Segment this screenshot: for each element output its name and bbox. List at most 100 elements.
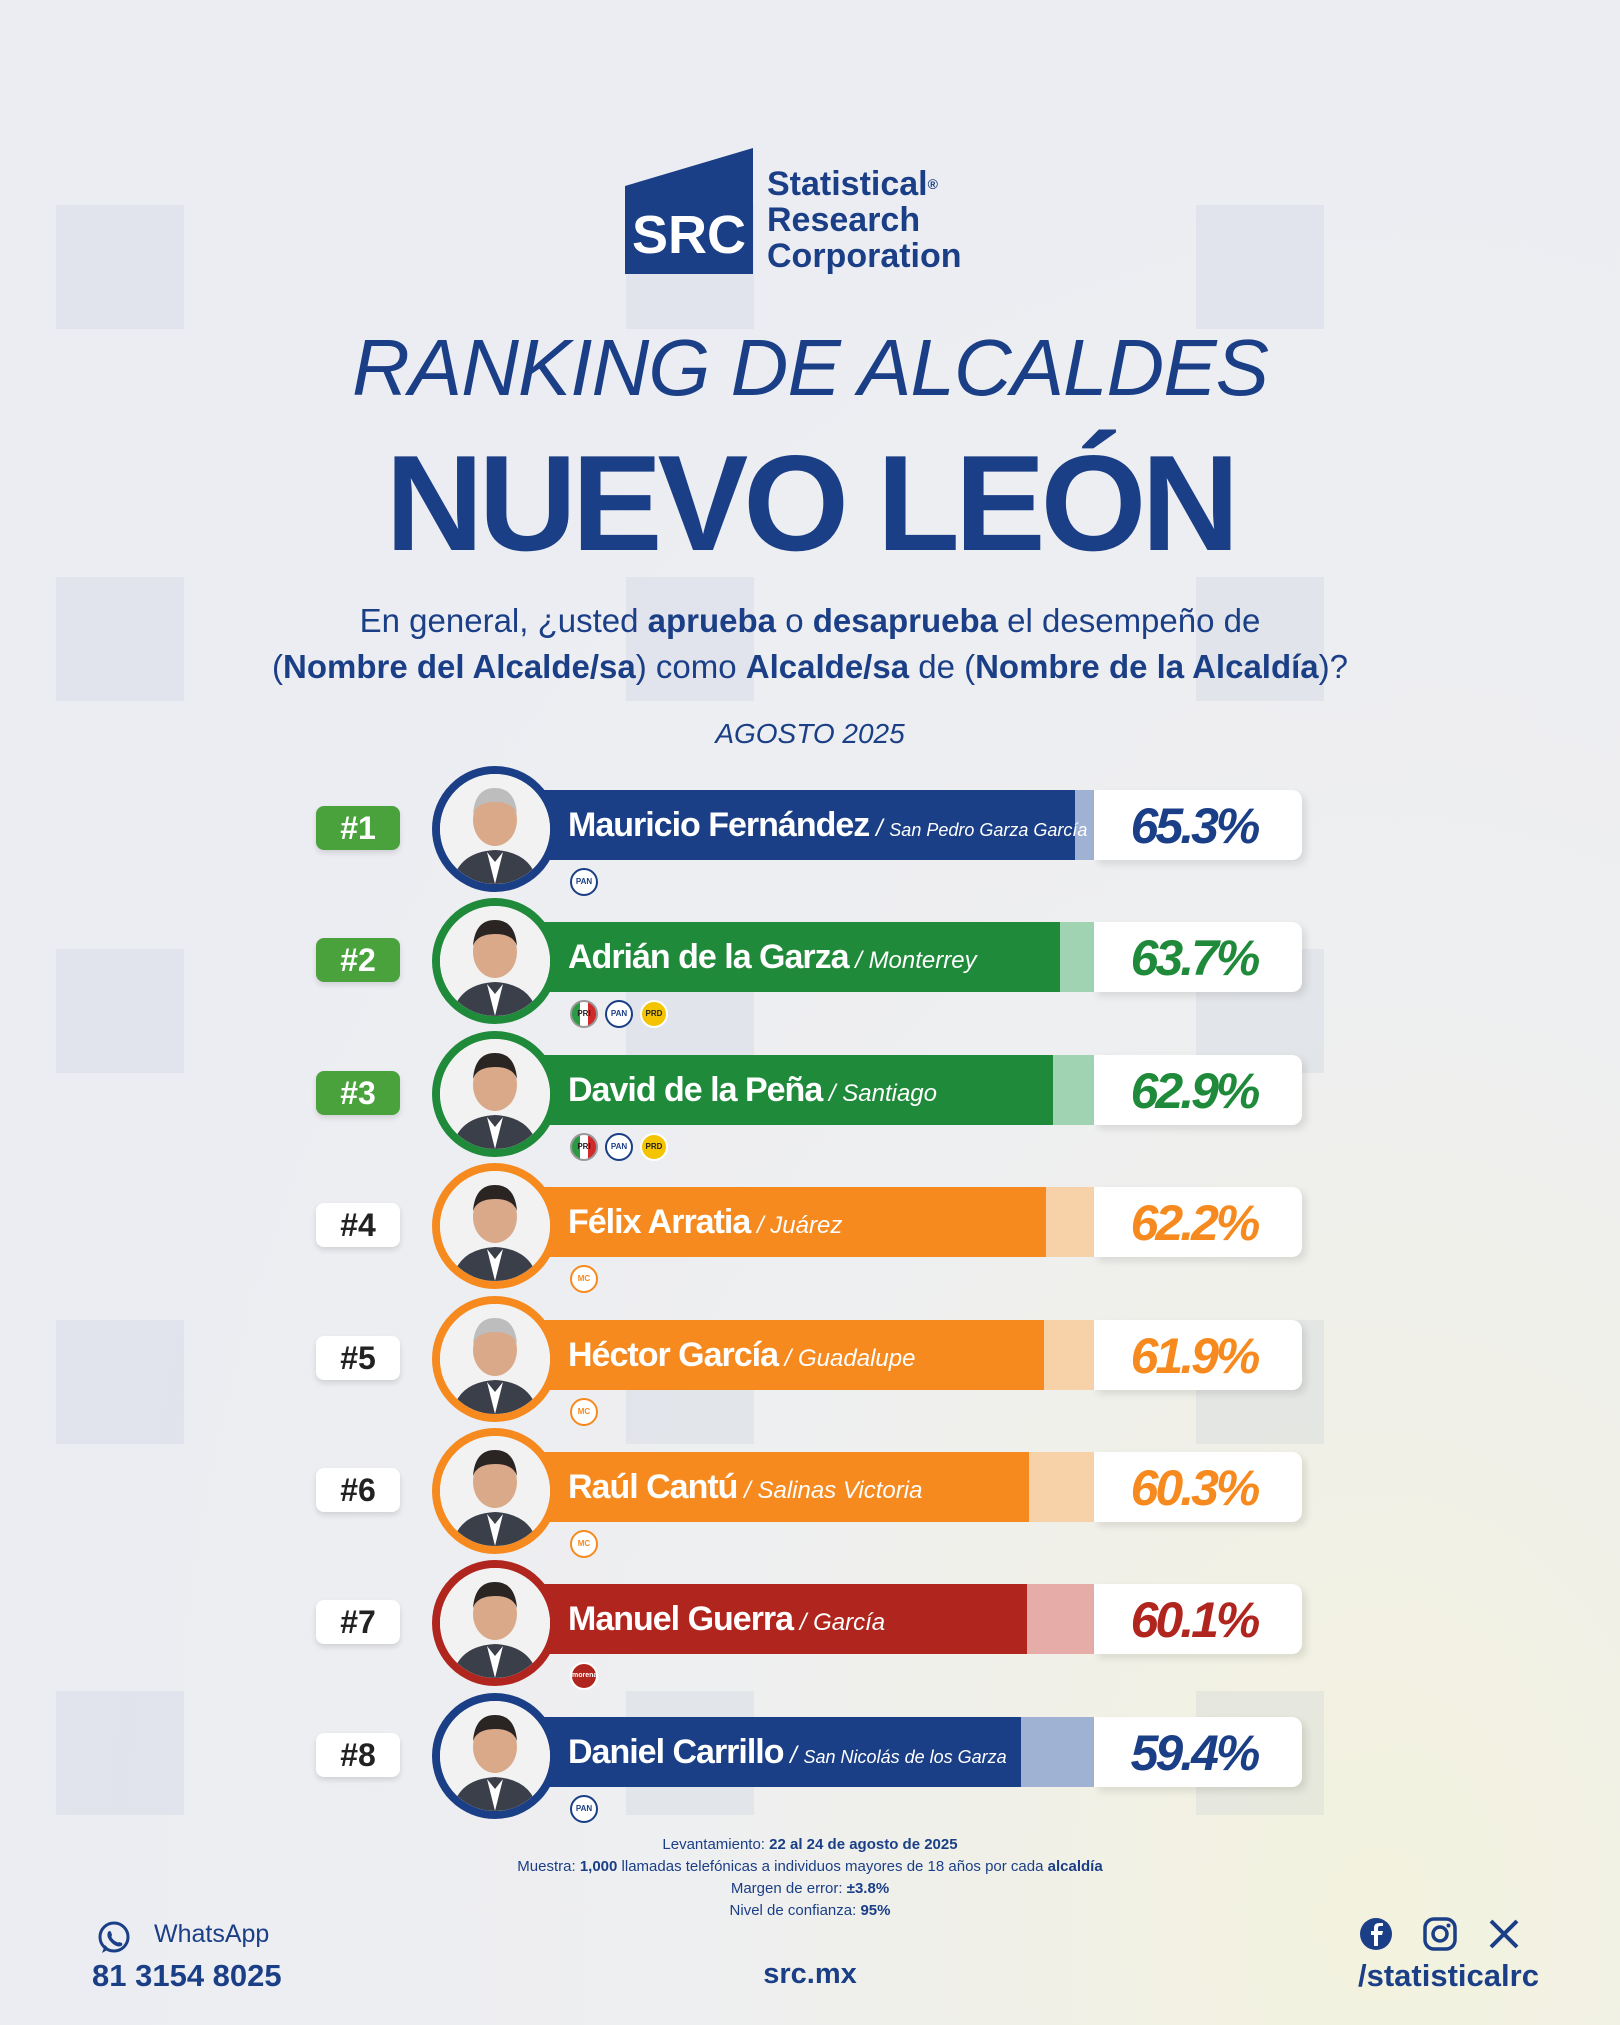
- mayor-photo: [432, 1295, 558, 1422]
- approval-bar: [520, 790, 1076, 860]
- rank-badge: #2: [316, 938, 400, 983]
- rank-badge: #1: [316, 806, 400, 850]
- social-icons: [1358, 1916, 1522, 1952]
- watermark-logo: [626, 577, 768, 701]
- social-handle[interactable]: /statisticalrc: [1358, 1958, 1539, 1993]
- party-logo-icon: PRI: [570, 1132, 598, 1161]
- survey-date: AGOSTO 2025: [715, 718, 905, 749]
- ranking-row: #2 63.7% Adrián de la Garza / Monterrey PRI…: [0, 898, 1620, 1030]
- mayor-name: Adrián de la Garza: [568, 938, 850, 977]
- party-logos: PAN: [570, 868, 598, 896]
- facebook-icon[interactable]: [1358, 1916, 1394, 1952]
- ranking-row: #3 62.9% David de la Peña / Santiago PRI PAN…: [0, 1030, 1620, 1163]
- x-icon[interactable]: [1486, 1916, 1522, 1952]
- rank-badge: #5: [316, 1335, 400, 1380]
- municipality: San Nicolás de los Garza: [803, 1746, 1007, 1767]
- value-label: 63.7%: [1130, 930, 1261, 987]
- approval-bar: [520, 1319, 1044, 1390]
- approval-bar: [520, 1716, 1021, 1787]
- value-label: 61.9%: [1130, 1327, 1261, 1384]
- title-state: NUEVO LEÓN: [385, 427, 1239, 579]
- value-box: [1094, 1187, 1302, 1258]
- whatsapp-number[interactable]: 81 3154 8025: [92, 1958, 282, 1993]
- ranking-row: #5 61.9% Héctor García / Guadalupe MC: [0, 1295, 1620, 1428]
- approval-bar: [520, 1584, 1028, 1655]
- value-label: 62.2%: [1130, 1195, 1261, 1252]
- mayor-name-line: Adrián de la Garza / Monterrey: [568, 922, 977, 992]
- watermark-logo: [56, 577, 198, 701]
- brand-line-3: Corporation: [767, 237, 962, 275]
- src-logo: SRC Statistical® Research Corporation: [625, 148, 962, 274]
- party-logo-icon: PRD: [640, 1132, 668, 1161]
- value-box: [1094, 1319, 1302, 1390]
- brand-line-2: Research: [767, 201, 921, 239]
- party-logo-icon: MC: [570, 1397, 598, 1426]
- party-logos: MC: [570, 1397, 598, 1426]
- whatsapp-label: WhatsApp: [154, 1920, 270, 1948]
- watermark-logo: [56, 949, 198, 1073]
- mayor-name-line: Raúl Cantú / Salinas Victoria: [568, 1452, 922, 1522]
- rank-badge: #6: [316, 1468, 400, 1512]
- rank-badge: #4: [316, 1203, 400, 1248]
- whatsapp-icon[interactable]: [96, 1920, 132, 1961]
- ranking-row: #4 62.2% Félix Arratia / Juárez MC: [0, 1163, 1620, 1295]
- mayor-photo: [432, 1163, 558, 1290]
- separator: /: [737, 1477, 758, 1504]
- value-box: [1094, 1716, 1302, 1787]
- party-logos: PAN: [570, 1794, 598, 1823]
- watermark-logo: [1196, 577, 1338, 701]
- logo-mark-text: SRC: [632, 205, 746, 265]
- value-label: 59.4%: [1130, 1724, 1261, 1781]
- municipality: San Pedro Garza García: [889, 820, 1088, 840]
- mayor-name-line: Mauricio Fernández / San Pedro Garza Gar…: [568, 790, 1087, 860]
- separator: /: [793, 1609, 814, 1637]
- rank-badge: #7: [316, 1600, 400, 1645]
- mayor-name: Manuel Guerra: [568, 1600, 794, 1639]
- mayor-name-line: David de la Peña / Santiago: [568, 1055, 937, 1125]
- municipality: García: [813, 1609, 886, 1637]
- value-label: 62.9%: [1130, 1062, 1261, 1119]
- registered-mark: ®: [927, 176, 938, 192]
- mayor-name: Félix Arratia: [568, 1203, 751, 1242]
- party-logo-icon: PRI: [570, 1000, 598, 1029]
- party-logos: PRI PAN PRD: [570, 1000, 668, 1029]
- party-logos: morena: [570, 1662, 598, 1691]
- party-logo-icon: PAN: [570, 1794, 598, 1823]
- mayor-name-line: Daniel Carrillo / San Nicolás de los Gar…: [568, 1717, 1007, 1787]
- brand-line-1: Statistical: [767, 165, 928, 203]
- mayor-name: Héctor García: [568, 1335, 779, 1374]
- methodology-notes: Levantamiento: 22 al 24 de agosto de 202…: [517, 1836, 1103, 1919]
- approval-bar: [520, 1187, 1047, 1258]
- mayor-photo: [432, 766, 558, 892]
- ranking-row: #8 59.4% Daniel Carrillo / San Nicolás de …: [0, 1692, 1620, 1825]
- value-label: 60.1%: [1130, 1592, 1261, 1649]
- party-logo-icon: MC: [570, 1530, 598, 1558]
- rank-badge: #3: [316, 1070, 400, 1115]
- survey-question: En general, ¿usted aprueba o desaprueba …: [272, 602, 1348, 685]
- party-logo-icon: morena: [570, 1662, 598, 1691]
- mayor-name-line: Manuel Guerra / García: [568, 1584, 885, 1654]
- municipality: Juárez: [770, 1212, 843, 1240]
- mayor-photo: [432, 1692, 558, 1819]
- instagram-icon[interactable]: [1422, 1916, 1458, 1952]
- party-logo-icon: PAN: [605, 1000, 633, 1029]
- separator: /: [869, 815, 890, 842]
- party-logos: MC: [570, 1265, 598, 1294]
- party-logos: MC: [570, 1530, 598, 1558]
- website-link[interactable]: src.mx: [763, 1958, 857, 1990]
- mayor-photo: [432, 1428, 558, 1554]
- ranking-row: #1 65.3% Mauricio Fernández / San Pedro Ga…: [0, 766, 1620, 898]
- mayor-name: Raúl Cantú: [568, 1468, 738, 1506]
- watermark-logo: [56, 1691, 198, 1815]
- value-box: [1094, 790, 1302, 860]
- party-logo-icon: MC: [570, 1265, 598, 1294]
- municipality: Santiago: [842, 1079, 937, 1107]
- mayor-name-line: Héctor García / Guadalupe: [568, 1320, 915, 1390]
- value-box: [1094, 1452, 1302, 1522]
- mayor-photo: [432, 898, 558, 1025]
- mayor-name-line: Félix Arratia / Juárez: [568, 1187, 842, 1257]
- value-label: 60.3%: [1130, 1460, 1261, 1516]
- value-box: [1094, 1584, 1302, 1655]
- mayor-name: Mauricio Fernández: [568, 806, 870, 844]
- separator: /: [778, 1344, 799, 1372]
